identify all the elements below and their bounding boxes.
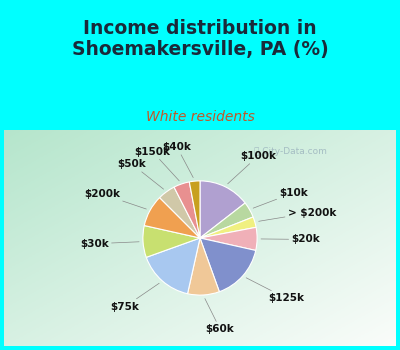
Text: $60k: $60k [205, 299, 234, 334]
Wedge shape [143, 225, 200, 257]
Wedge shape [200, 217, 256, 238]
Text: $50k: $50k [118, 159, 164, 189]
Wedge shape [144, 198, 200, 238]
Text: $40k: $40k [162, 142, 193, 177]
Text: $100k: $100k [228, 151, 276, 184]
Wedge shape [200, 181, 245, 238]
Wedge shape [146, 238, 200, 294]
Wedge shape [200, 238, 256, 292]
Wedge shape [189, 181, 200, 238]
Text: ⓘ City-Data.com: ⓘ City-Data.com [254, 147, 326, 156]
Text: $125k: $125k [246, 278, 304, 303]
Text: Income distribution in
Shoemakersville, PA (%): Income distribution in Shoemakersville, … [72, 19, 328, 59]
Wedge shape [188, 238, 219, 295]
Wedge shape [200, 203, 253, 238]
Text: $10k: $10k [253, 188, 308, 208]
Text: $75k: $75k [111, 283, 159, 312]
Text: $20k: $20k [261, 234, 320, 244]
Text: $200k: $200k [84, 189, 146, 209]
Wedge shape [160, 187, 200, 238]
Wedge shape [174, 182, 200, 238]
Text: White residents: White residents [146, 110, 254, 124]
Text: > $200k: > $200k [259, 208, 336, 221]
Text: $30k: $30k [80, 239, 139, 249]
Text: $150k: $150k [134, 147, 179, 181]
Wedge shape [200, 227, 257, 251]
